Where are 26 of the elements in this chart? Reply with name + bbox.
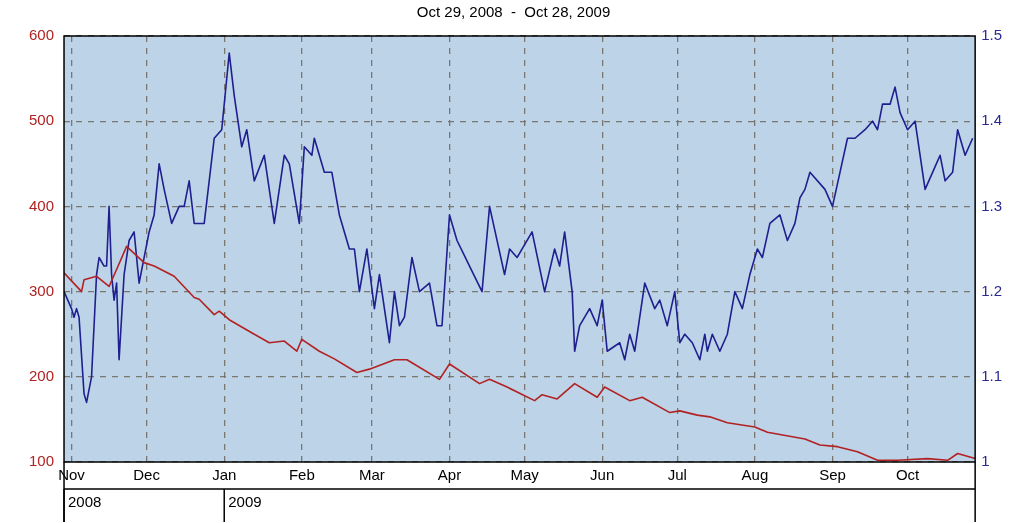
y-tick-label: 200 (29, 366, 55, 384)
x-tick-label: Feb (288, 466, 315, 484)
y-tick-label: 300 (29, 281, 55, 299)
x-tick-label: Apr (437, 466, 462, 484)
x-tick-label: Jun (590, 466, 615, 484)
x-tick-label: Mar (358, 466, 385, 484)
x-tick-label: May (510, 466, 540, 484)
y-tick-label: 600 (29, 26, 55, 44)
y2-tick-label: 1 (981, 452, 990, 470)
y-tick-label: 500 (29, 111, 55, 129)
x-tick-label: Oct (895, 466, 921, 484)
y2-tick-label: 1.1 (981, 366, 1003, 384)
y-tick-label: 100 (29, 452, 55, 470)
x-tick-label: Dec (133, 466, 161, 484)
text: 2008 (68, 493, 102, 511)
y2-tick-label: 1.2 (981, 281, 1003, 299)
y2-tick-label: 1.3 (981, 196, 1003, 214)
text: 2009 (228, 493, 262, 511)
x-tick-label: Jul (667, 466, 687, 484)
x-tick-label: Sep (819, 466, 846, 484)
y2-tick-label: 1.4 (981, 111, 1003, 129)
y-tick-label: 400 (29, 196, 55, 214)
x-tick-label: Jan (212, 466, 237, 484)
chart-title: Oct 29, 2008 - Oct 28, 2009 (416, 3, 611, 21)
y2-tick-label: 1.5 (981, 26, 1003, 44)
x-tick-label: Aug (741, 466, 769, 484)
